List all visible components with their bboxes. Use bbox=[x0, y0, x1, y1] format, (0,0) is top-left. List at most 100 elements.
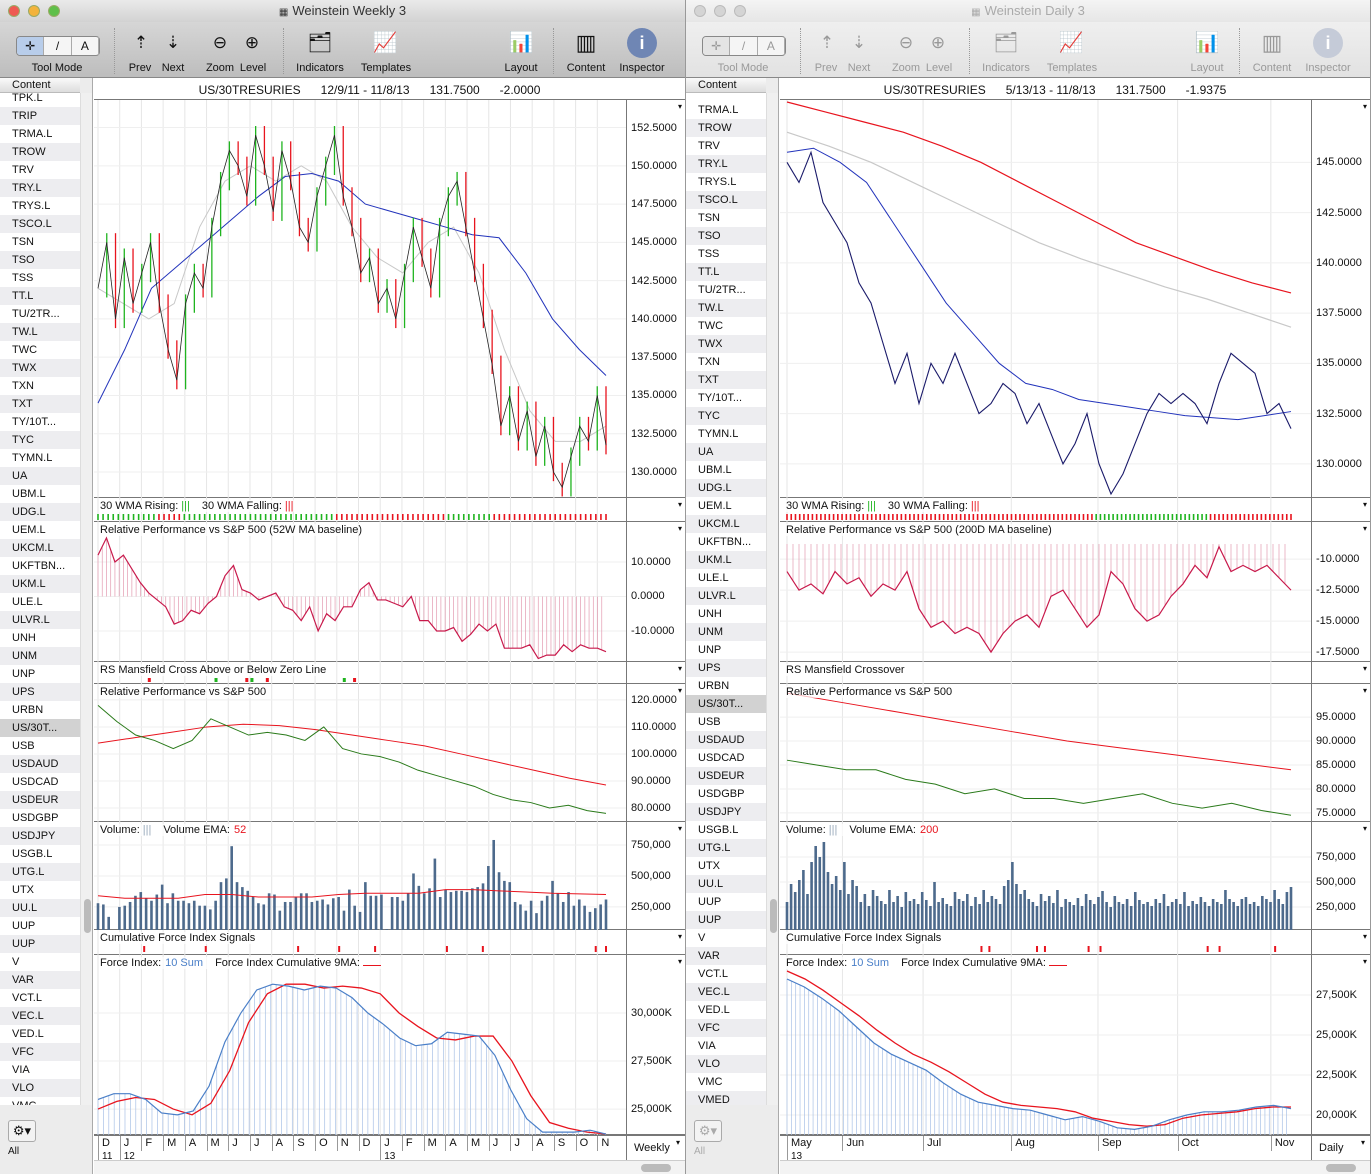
symbol-list-item[interactable]: USDEUR bbox=[686, 767, 766, 785]
filter-all-label[interactable]: All bbox=[694, 1146, 706, 1157]
symbol-list-item[interactable]: TRYS.L bbox=[12, 200, 51, 212]
symbol-list-item[interactable]: V bbox=[12, 956, 20, 968]
volume-plot[interactable] bbox=[94, 822, 626, 930]
text-tool-icon[interactable]: A bbox=[758, 37, 785, 55]
symbol-list-item[interactable]: TSS bbox=[12, 272, 34, 284]
force-plot[interactable] bbox=[94, 955, 626, 1135]
panel-menu-icon[interactable]: ▾ bbox=[677, 932, 682, 941]
symbol-list-item[interactable]: VED.L bbox=[698, 1004, 730, 1016]
symbol-list-item[interactable]: USDAUD bbox=[686, 731, 766, 749]
scrollbar-thumb[interactable] bbox=[1326, 1164, 1356, 1172]
symbol-list-scrollbar[interactable] bbox=[766, 93, 778, 1105]
inspector-icon[interactable]: i bbox=[627, 28, 657, 58]
symbol-list-item[interactable]: UUP bbox=[686, 911, 766, 929]
symbol-list-item[interactable]: ULVR.L bbox=[0, 611, 80, 629]
text-tool-icon[interactable]: A bbox=[72, 37, 99, 55]
symbol-list-item[interactable]: TRV bbox=[12, 164, 34, 176]
symbol-list-item[interactable]: USDEUR bbox=[0, 791, 80, 809]
symbol-list-item[interactable]: UTX bbox=[12, 884, 34, 896]
symbol-list-item[interactable]: TSCO.L bbox=[686, 191, 766, 209]
symbol-list-item[interactable]: UPS bbox=[0, 683, 80, 701]
next-button[interactable]: Next bbox=[161, 62, 185, 74]
symbol-list-item[interactable]: VEC.L bbox=[686, 983, 766, 1001]
horizontal-scrollbar[interactable] bbox=[780, 1160, 1370, 1174]
symbol-list-item[interactable]: UKM.L bbox=[0, 575, 80, 593]
symbol-list-item[interactable]: TRMA.L bbox=[698, 104, 739, 116]
scrollbar-thumb[interactable] bbox=[770, 899, 777, 933]
symbol-list-item[interactable]: UKCM.L bbox=[0, 539, 80, 557]
symbol-list-item[interactable]: UNH bbox=[12, 632, 36, 644]
inspector-button[interactable]: Inspector bbox=[1305, 62, 1351, 74]
rp_baseline-plot[interactable] bbox=[780, 522, 1311, 662]
symbol-list-item[interactable]: VMED bbox=[686, 1091, 766, 1105]
zoom-out-icon[interactable]: ⊖ bbox=[212, 33, 228, 52]
symbol-list-item[interactable]: TRY.L bbox=[0, 179, 80, 197]
zoom-in-icon[interactable]: ⊕ bbox=[930, 33, 946, 52]
symbol-list-item[interactable]: UBM.L bbox=[698, 464, 732, 476]
templates-icon[interactable]: 📈 bbox=[372, 32, 398, 54]
gear-menu-button[interactable]: ⚙▾ bbox=[8, 1120, 36, 1142]
gear-menu-button[interactable]: ⚙▾ bbox=[694, 1120, 722, 1142]
symbol-list-item[interactable]: VCT.L bbox=[12, 992, 42, 1004]
symbol-list-item[interactable]: US/30T... bbox=[0, 719, 80, 737]
symbol-list-item[interactable]: TW.L bbox=[686, 299, 766, 317]
symbol-list-item[interactable]: UDG.L bbox=[0, 503, 80, 521]
tool-mode-segmented[interactable]: ✛ / A bbox=[16, 36, 100, 56]
symbol-list-item[interactable]: USDJPY bbox=[686, 803, 766, 821]
filter-all-label[interactable]: All bbox=[8, 1146, 20, 1157]
prev-arrow-icon[interactable]: ⇡ bbox=[133, 33, 149, 52]
symbol-list-item[interactable]: TROW bbox=[686, 119, 766, 137]
layout-button[interactable]: Layout bbox=[504, 62, 538, 74]
content-column-header[interactable]: Content bbox=[0, 78, 80, 93]
symbol-list-item[interactable]: USDGBP bbox=[698, 788, 745, 800]
symbol-list-item[interactable]: UPS bbox=[686, 659, 766, 677]
symbol-list-item[interactable]: UTX bbox=[698, 860, 720, 872]
symbol-list-item[interactable]: USGB.L bbox=[12, 848, 53, 860]
close-button[interactable] bbox=[8, 5, 20, 17]
panel-menu-icon[interactable]: ▾ bbox=[1362, 524, 1367, 533]
content-column-header[interactable]: Content bbox=[686, 78, 766, 93]
wma-plot[interactable] bbox=[780, 498, 1311, 522]
symbol-list-item[interactable]: UTG.L bbox=[0, 863, 80, 881]
wma-plot[interactable] bbox=[94, 498, 626, 522]
symbol-list-item[interactable]: UUP bbox=[12, 920, 36, 932]
symbol-list-item[interactable]: TWC bbox=[12, 344, 38, 356]
symbol-list-item[interactable]: TT.L bbox=[686, 263, 766, 281]
zoom-button[interactable] bbox=[48, 5, 60, 17]
indicators-button[interactable]: Indicators bbox=[296, 62, 344, 74]
symbol-list-item[interactable]: UU.L bbox=[686, 875, 766, 893]
panel-menu-icon[interactable]: ▾ bbox=[1362, 824, 1367, 833]
symbol-list-item[interactable]: ULVR.L bbox=[686, 587, 766, 605]
symbol-list-item[interactable]: USDJPY bbox=[0, 827, 80, 845]
symbol-list-item[interactable]: UDG.L bbox=[686, 479, 766, 497]
symbol-list-item[interactable]: USGB.L bbox=[698, 824, 739, 836]
symbol-list-item[interactable]: TSS bbox=[698, 248, 720, 260]
symbol-list[interactable]: TRMA.L TROW TRV TRY.L TRYS.L TSCO.L TSN TSO TSS T… bbox=[686, 78, 766, 1105]
rp-plot[interactable] bbox=[94, 684, 626, 822]
symbol-list-item[interactable]: ULE.L bbox=[12, 596, 43, 608]
panel-menu-icon[interactable]: ▾ bbox=[1362, 664, 1367, 673]
symbol-list-item[interactable]: TY/10T... bbox=[698, 392, 743, 404]
symbol-list-item[interactable]: URBN bbox=[698, 680, 730, 692]
period-dropdown-icon[interactable]: ▾ bbox=[676, 1138, 681, 1147]
indicators-icon[interactable]: 🗂 bbox=[993, 32, 1019, 54]
content-button[interactable]: Content bbox=[566, 62, 606, 74]
symbol-list-item[interactable]: VFC bbox=[686, 1019, 766, 1037]
symbol-list-item[interactable]: USDAUD bbox=[0, 755, 80, 773]
content-button[interactable]: Content bbox=[1252, 62, 1292, 74]
symbol-list-item[interactable]: UEM.L bbox=[12, 524, 46, 536]
symbol-list-item[interactable]: TSO bbox=[686, 227, 766, 245]
symbol-list-item[interactable]: USDCAD bbox=[12, 776, 59, 788]
close-button[interactable] bbox=[694, 5, 706, 17]
symbol-list-item[interactable]: UKFTBN... bbox=[12, 560, 66, 572]
symbol-list-item[interactable]: TWC bbox=[698, 320, 724, 332]
symbol-list-item[interactable]: UEM.L bbox=[698, 500, 732, 512]
symbol-list-item[interactable]: ULE.L bbox=[698, 572, 729, 584]
zoom-in-button[interactable]: Level bbox=[239, 62, 267, 74]
panel-menu-icon[interactable]: ▾ bbox=[677, 664, 682, 673]
symbol-list-item[interactable]: UNH bbox=[698, 608, 722, 620]
symbol-list-item[interactable]: VLO bbox=[686, 1055, 766, 1073]
cfi-plot[interactable] bbox=[94, 930, 626, 955]
symbol-list-item[interactable]: TXN bbox=[12, 380, 34, 392]
panel-menu-icon[interactable]: ▾ bbox=[1362, 500, 1367, 509]
